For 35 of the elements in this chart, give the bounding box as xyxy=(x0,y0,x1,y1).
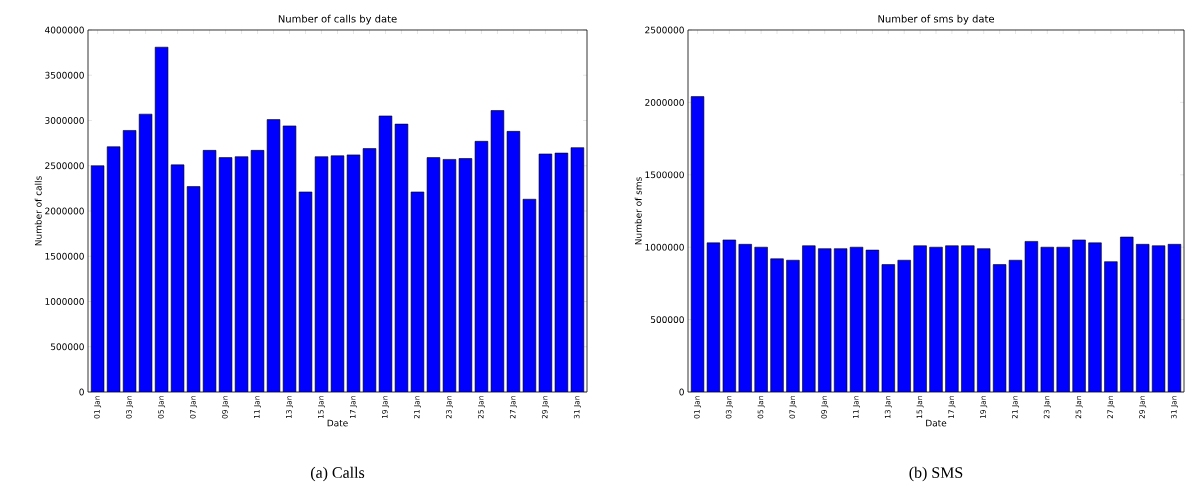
text: (a) Calls xyxy=(310,466,365,482)
bar xyxy=(802,245,816,392)
bar xyxy=(929,246,943,392)
text: (b) SMS xyxy=(909,466,963,482)
y-tick-label: 0 xyxy=(79,388,84,396)
bar xyxy=(945,245,959,392)
y-axis-title: Number of calls xyxy=(34,176,42,246)
bar xyxy=(770,258,784,392)
y-tick-label: 4000000 xyxy=(44,26,84,34)
x-axis-title: Date xyxy=(926,419,947,427)
chart-title: Number of calls by date xyxy=(278,14,397,25)
y-tick-label: 2000000 xyxy=(645,99,684,106)
x-axis-title: Date xyxy=(327,419,348,427)
bar xyxy=(1088,242,1102,392)
y-axis-title: Number of sms xyxy=(634,177,642,245)
bar xyxy=(961,245,975,392)
bar xyxy=(1056,246,1070,392)
y-tick-label: 2500000 xyxy=(45,162,84,170)
y-tick-label: 1000000 xyxy=(45,298,84,305)
bar xyxy=(913,245,927,392)
bar xyxy=(754,246,768,392)
bar xyxy=(1104,261,1118,392)
y-tick-label: 1500000 xyxy=(45,252,84,260)
y-tick-label: 2500000 xyxy=(645,26,684,34)
y-tick-label: 500000 xyxy=(50,343,84,351)
y-tick-label: 1500000 xyxy=(645,171,684,179)
chart-title: Number of sms by date xyxy=(878,14,995,25)
y-tick-label: 2000000 xyxy=(45,207,84,215)
bar xyxy=(1072,239,1086,392)
y-tick-label: 0 xyxy=(679,388,684,396)
y-tick-label: 3500000 xyxy=(45,71,84,79)
y-tick-label: 1000000 xyxy=(645,243,684,251)
y-tick-label: 3000000 xyxy=(45,117,84,124)
bar xyxy=(786,259,800,392)
y-tick-label: 500000 xyxy=(650,316,684,323)
